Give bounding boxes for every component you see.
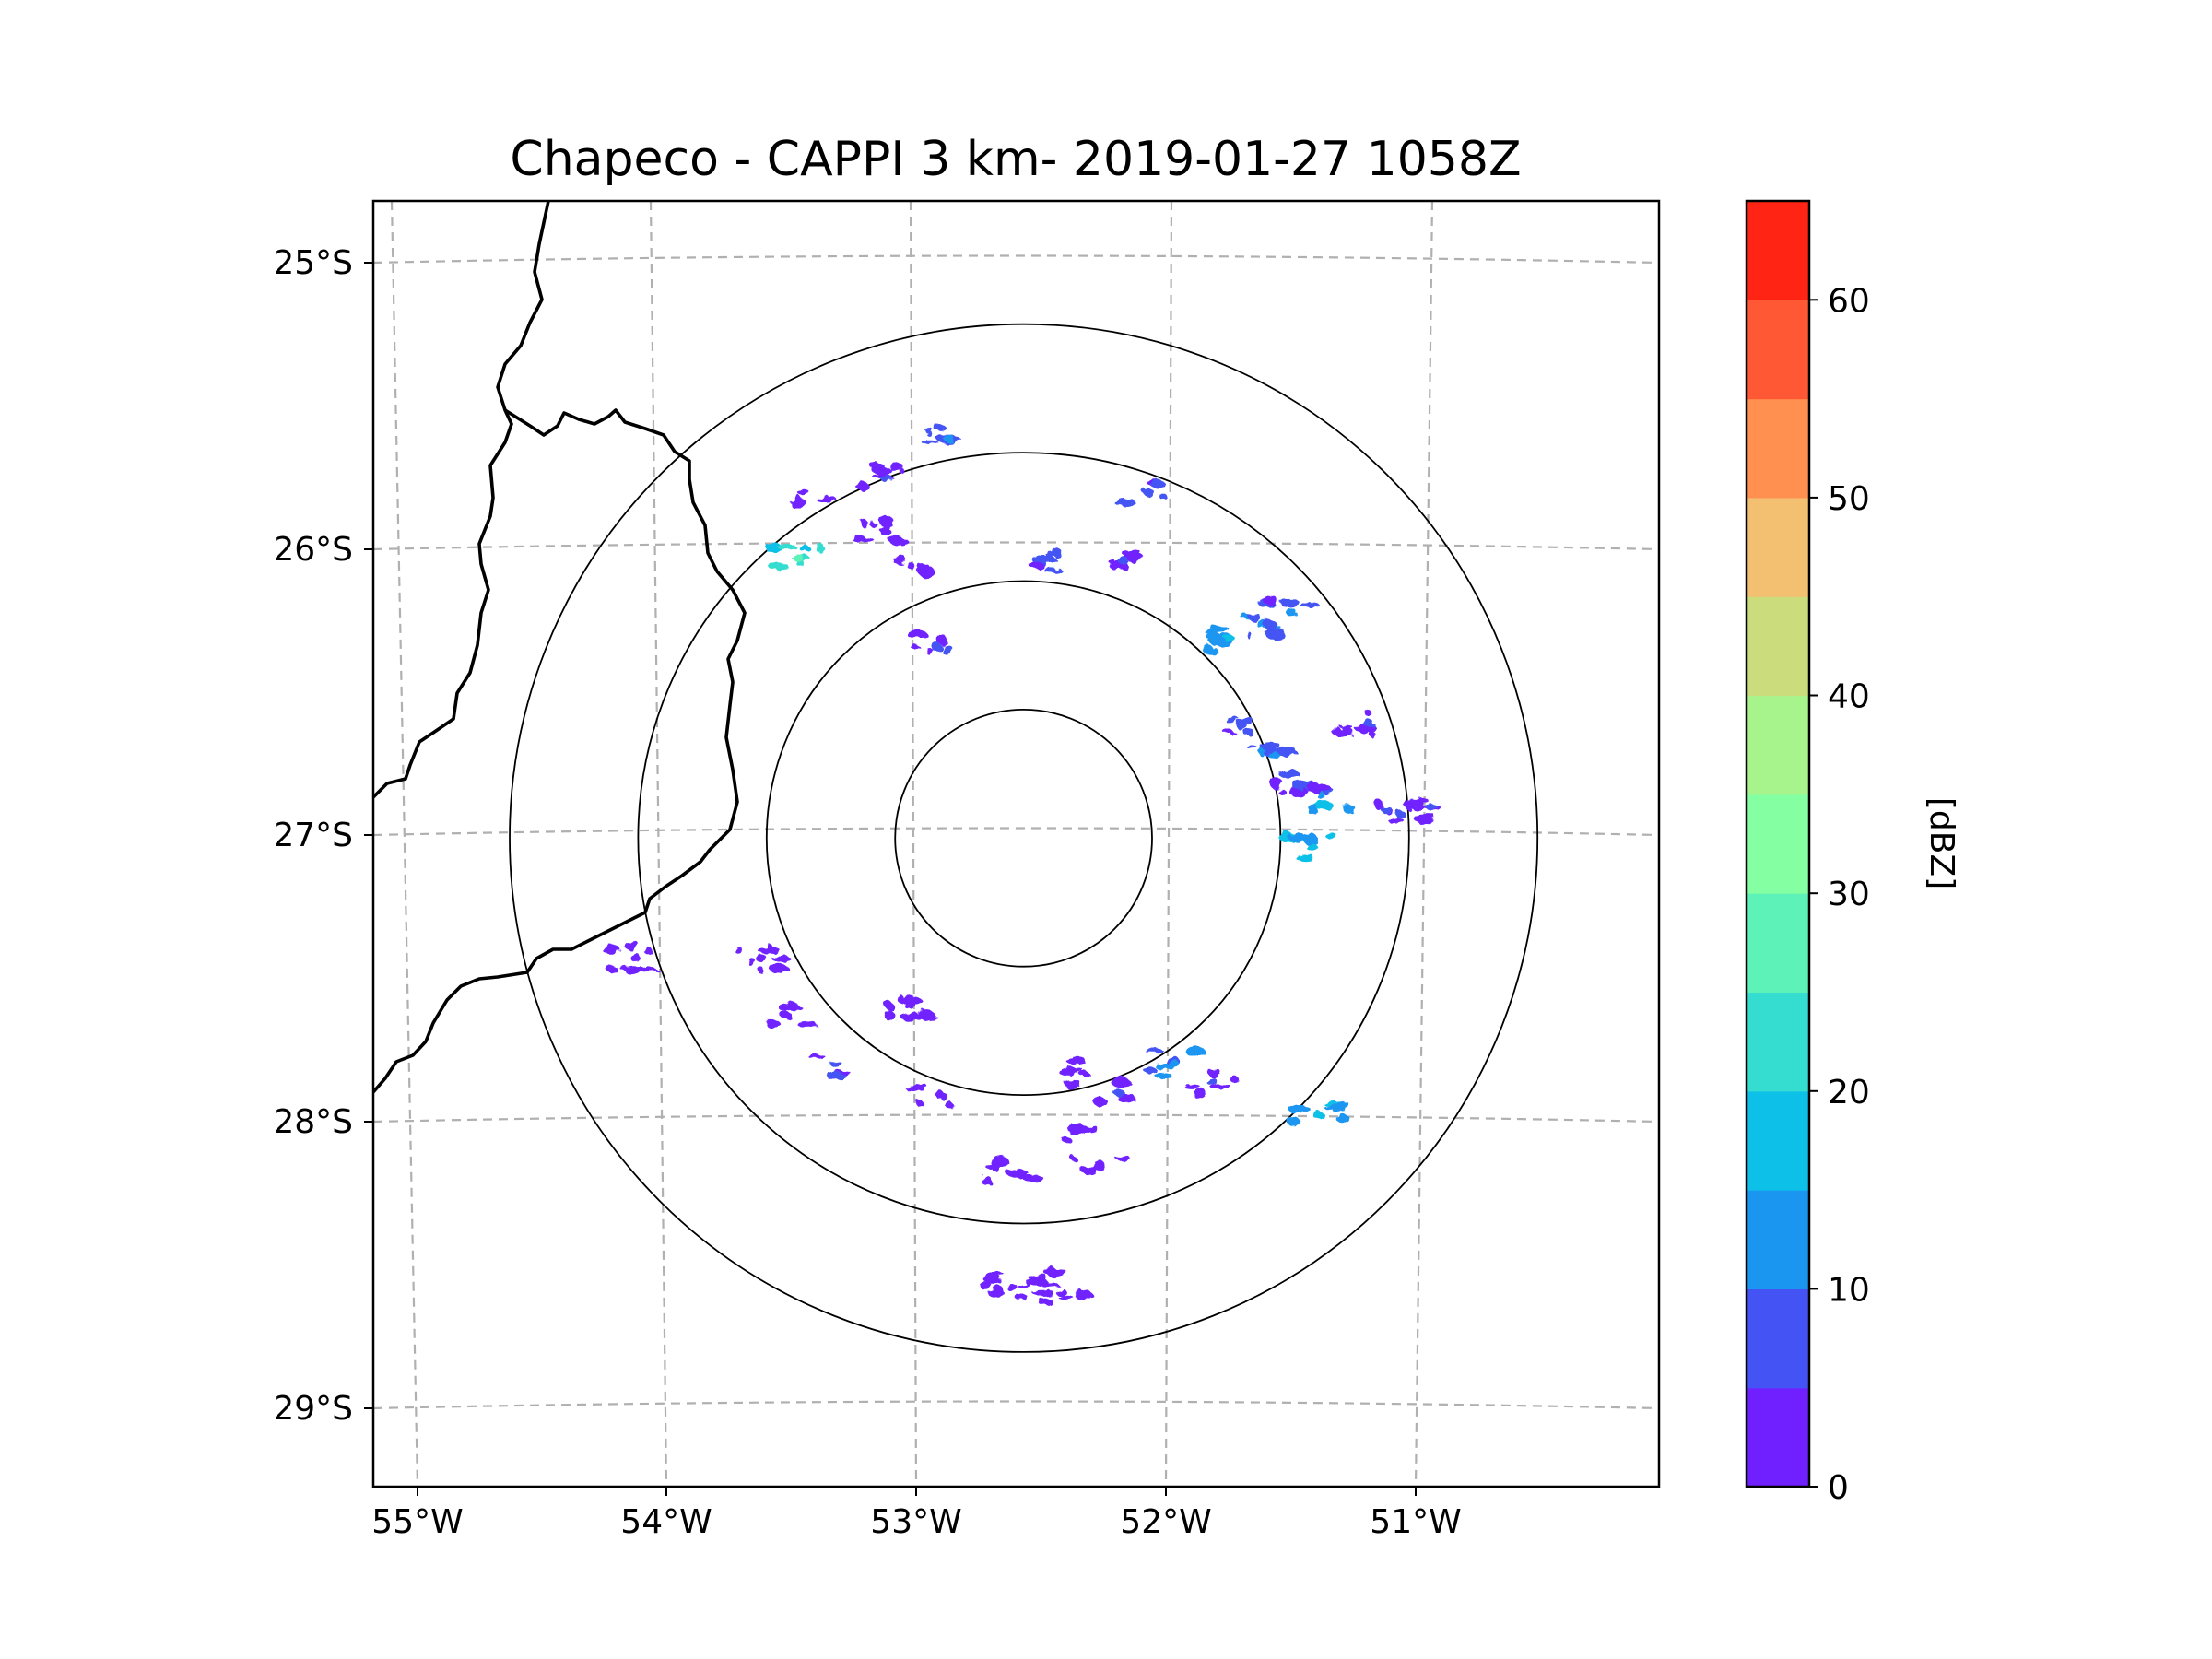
echo-cell [1240,612,1286,639]
lat-tick-label: 27°S [273,817,353,854]
echo-cell [1222,717,1254,736]
colorbar-segment [1747,1090,1809,1191]
lon-tick-label: 55°W [371,1503,463,1541]
echo-cell [767,1003,818,1030]
meridian-53w [909,201,918,1487]
border-line-east [373,408,747,1094]
colorbar-segment [1747,1190,1809,1289]
graticule [373,201,1659,1487]
echo-cell [891,555,935,578]
colorbar-tick-label: 30 [1828,876,1870,913]
colorbar-tick-label: 20 [1828,1074,1870,1112]
echo-cell [852,516,908,546]
echo-cell [1332,710,1377,738]
meridian-51w [1414,201,1434,1487]
meridian-54w [649,201,668,1487]
colorbar-tick-label: 50 [1828,480,1870,518]
lat-tick-label: 28°S [273,1103,353,1141]
colorbar-tick-label: 60 [1828,282,1870,320]
colorbar-tick-label: 40 [1828,678,1870,716]
echo-cell [1203,626,1235,654]
echo-cell [922,425,961,445]
echo-cell [735,943,792,974]
colorbar-segment [1747,893,1809,994]
coastlines-borders [373,201,747,1094]
echo-cell [1306,790,1356,816]
echo-cell [1403,797,1441,824]
echo-cell [1144,1046,1206,1078]
lon-tick-label: 54°W [620,1503,712,1541]
range-ring [765,580,1282,1096]
y-axis: 25°S 26°S 27°S 28°S 29°S [273,244,373,1428]
range-ring [509,323,1539,1353]
echo-cell [1032,1279,1093,1306]
colorbar-segment [1747,497,1809,597]
echo-cell [1278,831,1338,862]
lat-tick-label: 26°S [273,531,353,569]
colorbar-segment [1747,201,1809,300]
echo-cell [1057,1055,1090,1090]
range-ring [894,709,1153,968]
colorbar-ticks: 0 10 20 30 40 50 60 [1809,282,1870,1507]
lon-tick-label: 51°W [1370,1503,1461,1541]
colorbar-tick-label: 10 [1828,1271,1870,1309]
colorbar-segment [1747,695,1809,795]
chart-title: Chapeco - CAPPI 3 km- 2019-01-27 1058Z [510,132,1521,187]
echo-cell [1258,594,1320,630]
echo-cell [1269,771,1334,797]
echo-cell [1070,1155,1130,1175]
meridian-55w [390,201,419,1487]
echo-cell [1183,1068,1240,1100]
echo-cell [1029,547,1063,573]
echo-cell [1374,799,1406,825]
colorbar-segment [1747,992,1809,1092]
colorbar-segment [1747,794,1809,894]
echo-cell [884,994,938,1021]
parallel-29s [373,1400,1659,1410]
colorbar-segments [1747,201,1809,1488]
echo-cell [602,940,659,975]
colorbar-segment [1747,1288,1809,1389]
echo-cell [980,1273,1042,1300]
echo-cell [1093,1077,1135,1107]
echo-cell [1114,478,1167,506]
echo-cell [765,542,825,572]
parallel-26s [373,541,1659,551]
range-ring [637,452,1410,1225]
colorbar: 0 10 20 30 40 50 60 [dBZ] [1745,199,1960,1507]
colorbar-segment [1747,1387,1809,1488]
lon-tick-label: 53°W [870,1503,961,1541]
parallel-25s [373,254,1659,265]
colorbar-frame [1745,199,1811,1488]
echo-cell [789,488,838,509]
lat-tick-label: 29°S [273,1390,353,1428]
echo-cell [809,1054,851,1079]
echo-cell [1061,1124,1099,1143]
echo-cell [905,1084,954,1108]
echo-cell [982,1156,1044,1186]
parallel-28s [373,1113,1659,1124]
lon-tick-label: 52°W [1120,1503,1211,1541]
x-axis: 55°W 54°W 53°W 52°W 51°W [371,1487,1462,1541]
echo-cell [1288,1100,1350,1127]
echo-cell [1246,741,1297,759]
border-line-west [373,201,550,799]
plot-frame [371,199,1661,1488]
meridian-52w [1164,201,1173,1487]
reflectivity-echoes [602,425,1441,1306]
colorbar-segment [1747,300,1809,400]
colorbar-tick-label: 0 [1828,1469,1849,1507]
parallel-27s [373,827,1659,837]
lat-tick-label: 25°S [273,244,353,282]
colorbar-segment [1747,398,1809,499]
colorbar-segment [1747,596,1809,697]
echo-cell [1107,548,1146,570]
echo-cell [907,629,954,655]
range-rings [509,323,1539,1353]
colorbar-label: [dBZ] [1923,797,1960,889]
echo-cell [854,462,905,490]
